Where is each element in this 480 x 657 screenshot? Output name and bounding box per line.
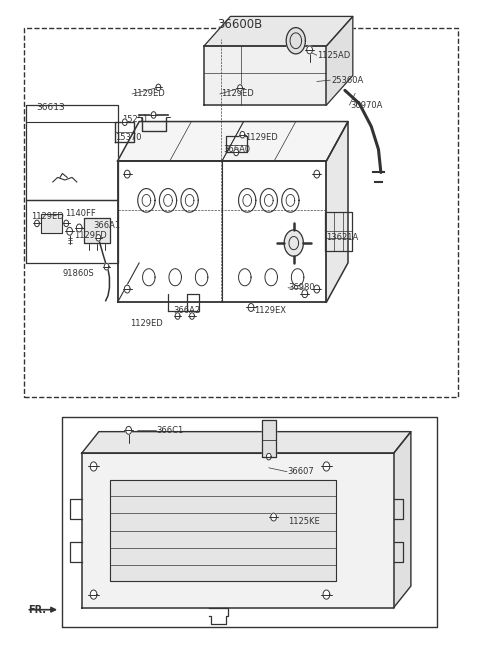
Polygon shape	[96, 235, 101, 241]
Polygon shape	[82, 453, 394, 608]
Polygon shape	[82, 432, 411, 453]
Text: 1140FF: 1140FF	[65, 209, 96, 218]
Polygon shape	[240, 131, 245, 138]
Polygon shape	[323, 590, 330, 599]
Polygon shape	[307, 46, 312, 54]
Polygon shape	[248, 304, 254, 311]
Text: 1125AD: 1125AD	[317, 51, 350, 60]
Polygon shape	[118, 122, 348, 161]
Polygon shape	[262, 420, 276, 457]
Text: 36600B: 36600B	[217, 18, 263, 32]
Text: 1129ED: 1129ED	[245, 133, 277, 143]
Polygon shape	[124, 170, 130, 178]
Text: FR.: FR.	[28, 604, 46, 615]
Text: 1129ED: 1129ED	[31, 212, 64, 221]
Polygon shape	[204, 46, 326, 105]
Polygon shape	[41, 214, 62, 233]
Text: 36613: 36613	[36, 103, 65, 112]
Text: 15370: 15370	[115, 133, 142, 143]
Polygon shape	[323, 462, 330, 471]
Text: 1129ED: 1129ED	[74, 231, 107, 240]
Polygon shape	[204, 16, 353, 46]
Polygon shape	[151, 112, 156, 118]
Polygon shape	[234, 149, 239, 156]
Polygon shape	[76, 224, 82, 232]
Polygon shape	[302, 290, 308, 298]
Polygon shape	[35, 220, 39, 227]
Polygon shape	[126, 426, 132, 434]
Polygon shape	[314, 170, 320, 178]
Polygon shape	[124, 285, 130, 293]
Text: 36980: 36980	[288, 283, 314, 292]
Polygon shape	[238, 85, 242, 91]
Polygon shape	[156, 84, 161, 91]
Polygon shape	[314, 285, 320, 293]
Polygon shape	[286, 28, 305, 54]
Polygon shape	[326, 122, 348, 302]
Polygon shape	[84, 218, 110, 243]
Text: 1129EX: 1129EX	[254, 306, 287, 315]
Polygon shape	[90, 590, 97, 599]
Text: 1129ED: 1129ED	[130, 319, 162, 328]
Text: 1129ED: 1129ED	[221, 89, 253, 99]
Polygon shape	[175, 313, 180, 319]
Text: 13621A: 13621A	[326, 233, 359, 242]
Polygon shape	[394, 432, 411, 608]
Polygon shape	[266, 453, 271, 460]
Polygon shape	[190, 313, 194, 319]
Polygon shape	[326, 16, 353, 105]
Text: 91860S: 91860S	[62, 269, 94, 279]
Polygon shape	[122, 119, 127, 125]
Text: 36970A: 36970A	[350, 101, 383, 110]
Text: 366A2: 366A2	[173, 306, 200, 315]
Text: 36607: 36607	[287, 467, 314, 476]
Text: 366C1: 366C1	[156, 426, 183, 435]
Text: 366A0: 366A0	[223, 145, 251, 154]
Polygon shape	[284, 230, 303, 256]
Polygon shape	[67, 227, 72, 235]
Text: 1125KE: 1125KE	[288, 516, 320, 526]
Polygon shape	[90, 462, 97, 471]
Polygon shape	[271, 513, 276, 521]
Text: 15251: 15251	[122, 115, 149, 124]
Text: 1129ED: 1129ED	[132, 89, 165, 99]
Polygon shape	[110, 480, 336, 581]
Text: 25360A: 25360A	[331, 76, 363, 85]
Polygon shape	[64, 220, 69, 227]
Polygon shape	[104, 263, 109, 270]
Text: 366A1: 366A1	[94, 221, 121, 230]
